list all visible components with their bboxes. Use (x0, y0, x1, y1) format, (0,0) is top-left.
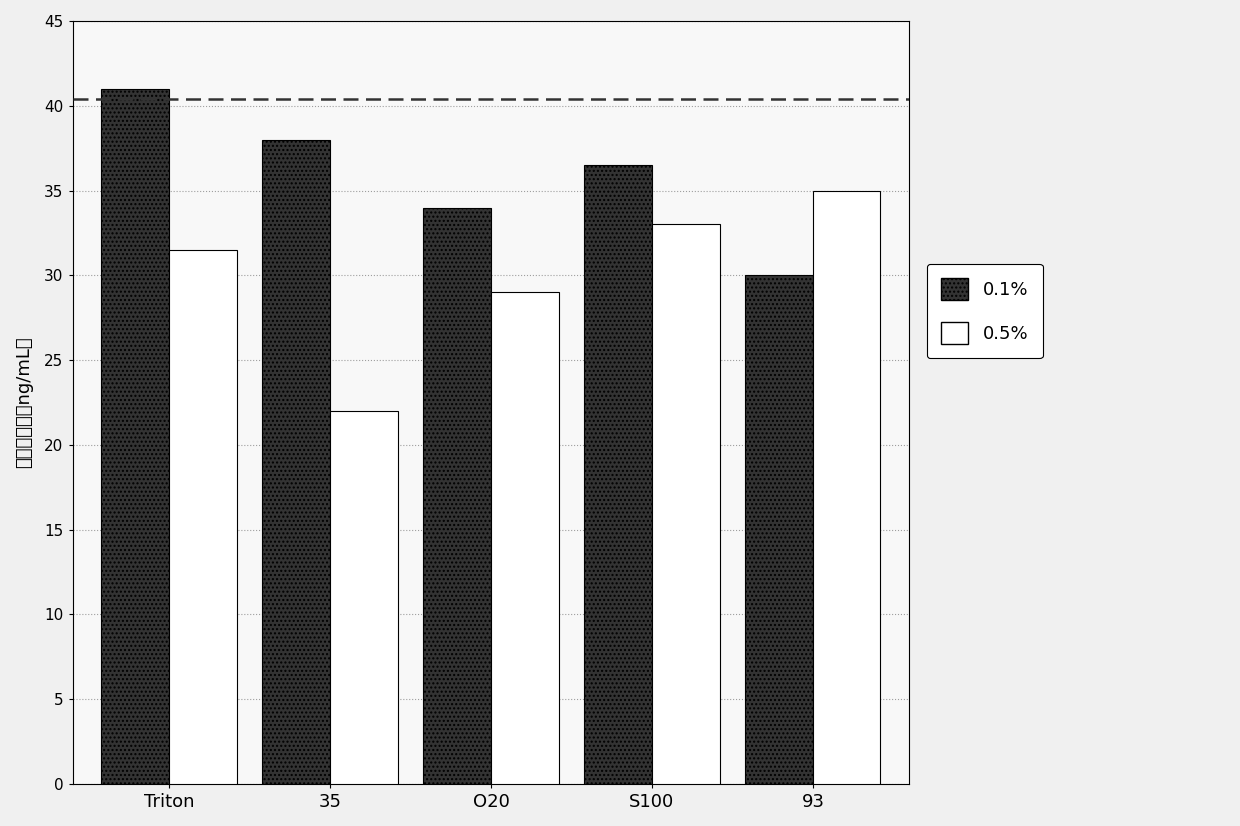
Bar (102, 89, 169, 784)
Bar (813, 191, 880, 784)
Bar (263, 140, 330, 784)
Bar (169, 250, 237, 784)
Bar (652, 225, 719, 784)
Bar (745, 275, 813, 784)
Bar (584, 165, 652, 784)
Bar (330, 411, 398, 784)
Y-axis label: 濃度換算値［ng/mL］: 濃度換算値［ng/mL］ (15, 337, 33, 468)
Bar (491, 292, 558, 784)
Legend: 0.1%, 0.5%: 0.1%, 0.5% (926, 263, 1043, 358)
Bar (423, 207, 491, 784)
